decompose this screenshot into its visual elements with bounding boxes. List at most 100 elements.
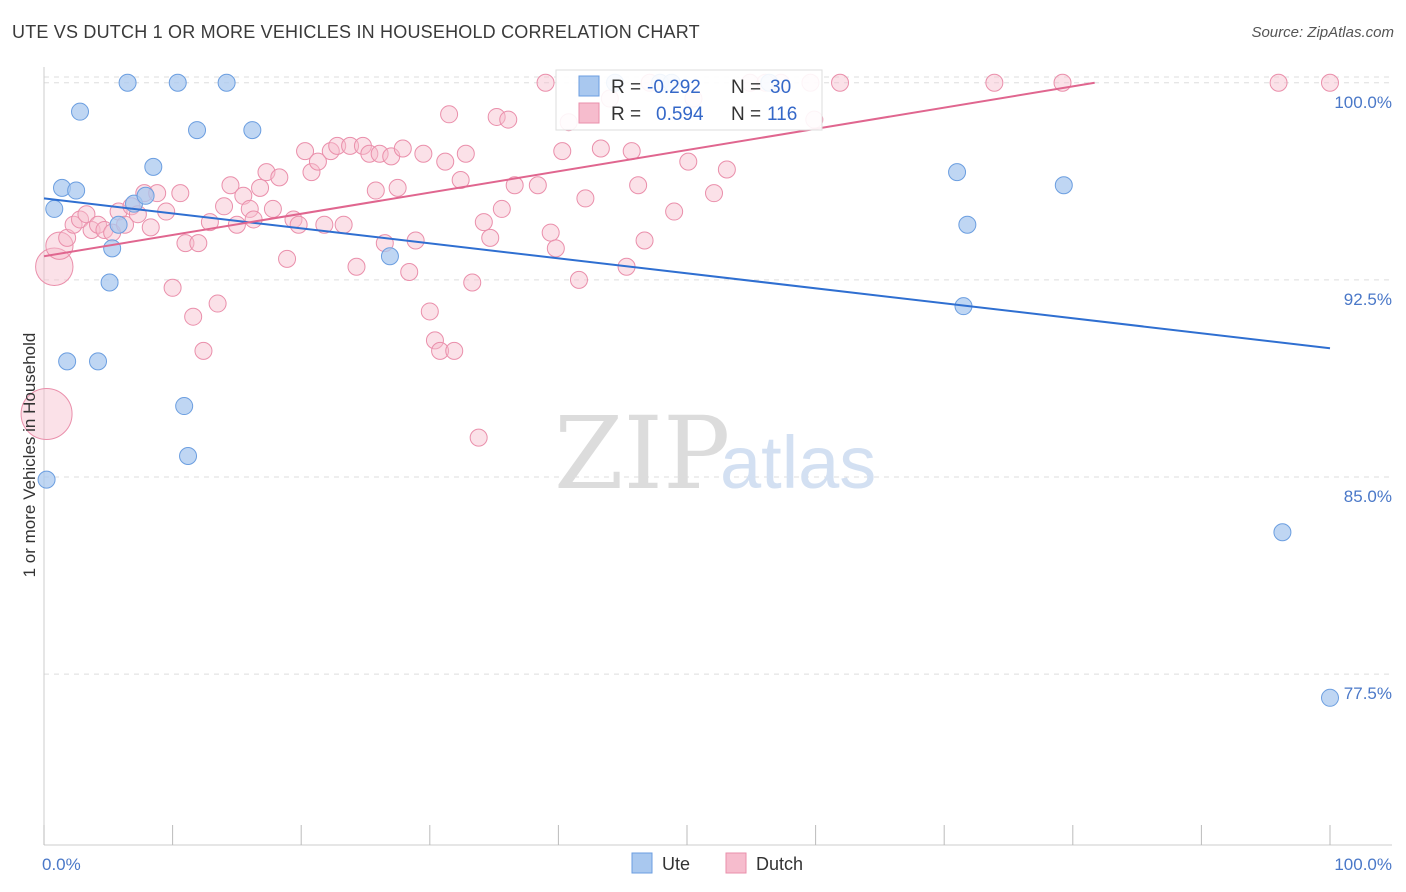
ute-point xyxy=(217,73,236,92)
dutch-point xyxy=(831,73,850,92)
dutch-point xyxy=(505,176,524,195)
dutch-point xyxy=(576,189,595,208)
dutch-point xyxy=(445,341,464,360)
bottom-legend-ute-label: Ute xyxy=(662,854,690,874)
ute-point xyxy=(958,215,977,234)
legend-box: R = -0.292 N = 30 R = 0.594 N = 116 xyxy=(555,69,823,131)
dutch-point xyxy=(591,139,610,158)
dutch-point xyxy=(176,234,195,253)
dutch-point xyxy=(481,228,500,247)
dutch-point xyxy=(665,202,684,221)
trend-layer xyxy=(43,81,1331,350)
dutch-point xyxy=(546,239,565,258)
legend-dutch-r-label: R = xyxy=(611,104,641,125)
dutch-point xyxy=(58,228,77,247)
dutch-point xyxy=(629,176,648,195)
y-tick-label: 85.0% xyxy=(1344,487,1392,506)
dutch-point xyxy=(171,184,190,203)
dutch-point xyxy=(451,171,470,190)
legend-ute-n-value: 30 xyxy=(770,77,791,98)
dutch-point xyxy=(705,184,724,203)
ute-point xyxy=(175,397,194,416)
dutch-point xyxy=(400,263,419,282)
ute-point xyxy=(136,186,155,205)
dutch-point xyxy=(315,215,334,234)
dutch-point xyxy=(341,136,360,155)
dutch-point xyxy=(388,178,407,197)
dutch-point xyxy=(456,144,475,163)
dutch-point xyxy=(328,136,347,155)
dutch-point xyxy=(221,176,240,195)
legend-ute-swatch xyxy=(578,75,600,97)
dutch-point xyxy=(215,197,234,216)
bottom-legend-dutch-label: Dutch xyxy=(756,854,803,874)
dutch-point xyxy=(536,73,555,92)
ute-point xyxy=(1273,523,1292,542)
dutch-point xyxy=(463,273,482,292)
dutch-point xyxy=(289,215,308,234)
dutch-point xyxy=(436,152,455,171)
dutch-point xyxy=(189,234,208,253)
bottom-legend-dutch-swatch xyxy=(725,852,747,874)
ute-point xyxy=(380,247,399,266)
dutch-point xyxy=(141,218,160,237)
dutch-point xyxy=(208,294,227,313)
ute-point xyxy=(67,181,86,200)
chart-title: UTE VS DUTCH 1 OR MORE VEHICLES IN HOUSE… xyxy=(12,22,700,42)
dutch-point xyxy=(360,144,379,163)
ute-point xyxy=(144,157,163,176)
dutch-point xyxy=(263,199,282,218)
dutch-point xyxy=(234,186,253,205)
ute-point xyxy=(100,273,119,292)
ute-point xyxy=(45,199,64,218)
y-tick-label: 77.5% xyxy=(1344,684,1392,703)
dutch-point xyxy=(553,142,572,161)
dutch-point xyxy=(487,107,506,126)
y-tick-label: 100.0% xyxy=(1334,93,1392,112)
dutch-point xyxy=(163,278,182,297)
chart-source: Source: ZipAtlas.com xyxy=(1251,24,1394,41)
ute-point xyxy=(168,73,187,92)
dutch-point xyxy=(194,341,213,360)
dutch-point xyxy=(528,176,547,195)
dutch-point xyxy=(541,223,560,242)
legend-ute-r-value: -0.292 xyxy=(647,77,701,98)
ute-point xyxy=(58,352,77,371)
legend-ute-n-label: N = xyxy=(731,77,761,98)
ute-point xyxy=(179,447,198,465)
ute-point xyxy=(1054,176,1073,195)
ute-point xyxy=(71,102,90,121)
dutch-point xyxy=(347,257,366,276)
ute-point xyxy=(948,163,967,182)
ute-point xyxy=(89,352,108,371)
dutch-point xyxy=(420,302,439,321)
dutch-point xyxy=(278,249,297,268)
dutch-point xyxy=(431,341,450,360)
dutch-point xyxy=(440,105,459,124)
y-axis-title: 1 or more Vehicles in Household xyxy=(20,333,39,578)
dutch-point xyxy=(244,210,263,229)
dutch-point xyxy=(251,178,270,197)
y-tick-label: 92.5% xyxy=(1344,290,1392,309)
x-tick-label-max: 100.0% xyxy=(1334,855,1392,874)
ute-point xyxy=(118,73,137,92)
dutch-point xyxy=(366,181,385,200)
ute-point xyxy=(188,121,207,140)
points-layer xyxy=(20,73,1339,707)
dutch-point xyxy=(270,168,289,187)
dutch-point xyxy=(425,331,444,350)
grid-layer xyxy=(44,76,1392,675)
dutch-point xyxy=(35,247,74,286)
ute-point xyxy=(1321,688,1339,707)
ute-point xyxy=(103,239,122,258)
watermark-atlas: atlas xyxy=(720,421,876,504)
dutch-point xyxy=(469,428,488,447)
ute-point xyxy=(37,470,56,489)
dutch-point xyxy=(308,152,327,171)
dutch-point xyxy=(370,144,389,163)
legend-dutch-swatch xyxy=(578,102,600,124)
dutch-point xyxy=(569,270,588,289)
legend-ute-r-label: R = xyxy=(611,77,641,98)
axis-layer: 77.5% 85.0% 92.5% 100.0% 0.0% 100.0% xyxy=(42,67,1392,874)
